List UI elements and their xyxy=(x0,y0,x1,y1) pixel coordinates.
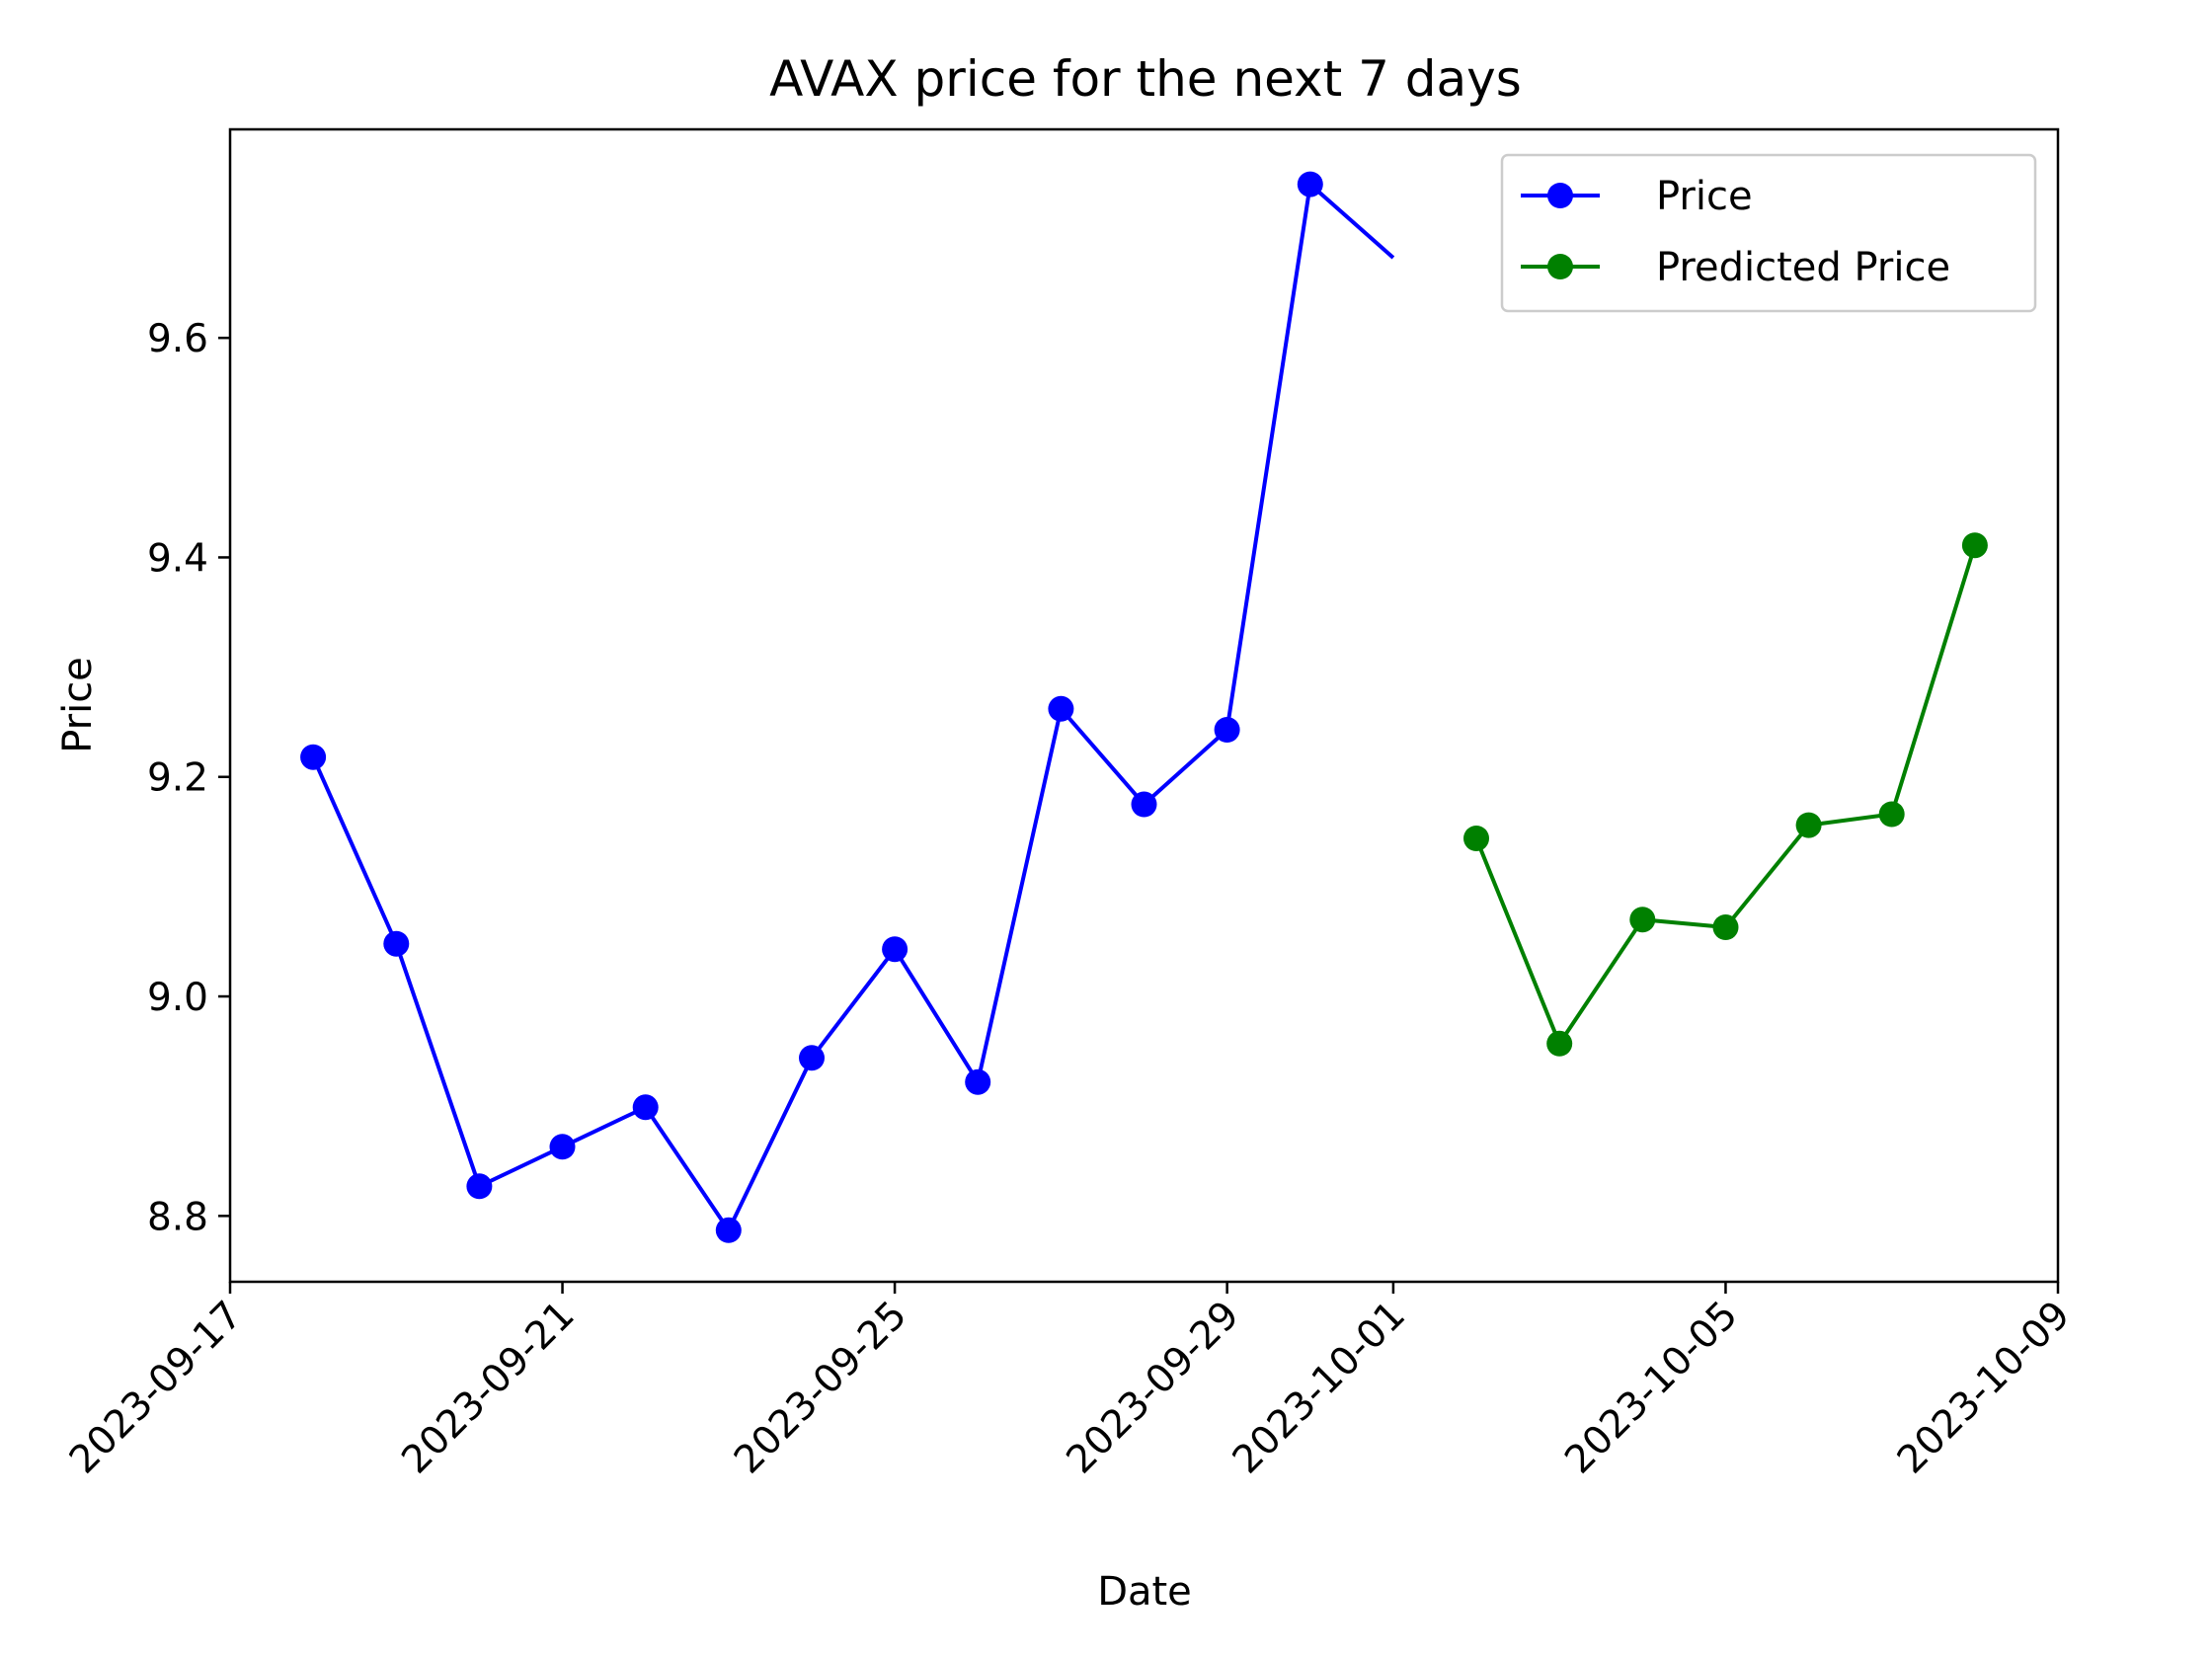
axes-frame xyxy=(228,127,2060,1284)
series-1-point-4 xyxy=(1795,812,1822,838)
series-0-point-2 xyxy=(466,1173,493,1200)
series-1-point-5 xyxy=(1878,801,1905,828)
y-tick-label-0: 8.8 xyxy=(147,1195,208,1239)
series-0-point-5 xyxy=(715,1217,742,1243)
series-0-point-8 xyxy=(965,1068,991,1095)
series-0-point-7 xyxy=(882,936,908,963)
series-0-point-10 xyxy=(1131,791,1157,818)
plot-area xyxy=(300,171,1988,1243)
series-0-point-6 xyxy=(799,1045,825,1071)
y-axis-ticks: 8.8 9.0 9.2 9.4 9.6 xyxy=(147,317,230,1239)
legend-predicted-label: Predicted Price xyxy=(1656,245,1950,290)
series-0-point-1 xyxy=(383,930,410,957)
legend-price-label: Price xyxy=(1656,174,1753,219)
series-0-point-9 xyxy=(1048,695,1074,722)
y-axis-label: Price xyxy=(55,657,101,753)
legend-price-marker-icon xyxy=(1547,183,1573,208)
y-tick-label-1: 9.0 xyxy=(147,976,208,1020)
y-tick-label-2: 9.2 xyxy=(147,756,208,801)
series-1-point-0 xyxy=(1463,826,1489,851)
series-0-point-0 xyxy=(300,744,327,770)
series-1-point-2 xyxy=(1629,907,1656,933)
legend-predicted-marker-icon xyxy=(1547,254,1573,279)
series-0-point-3 xyxy=(549,1134,576,1160)
series-1-point-6 xyxy=(1961,532,1988,559)
series-0-point-12 xyxy=(1297,171,1323,198)
legend-box xyxy=(1500,153,2037,313)
chart-title: AVAX price for the next 7 days xyxy=(769,50,1522,108)
legend: Price Predicted Price xyxy=(1500,153,2037,313)
x-axis-label: Date xyxy=(1097,1569,1192,1615)
series-0-point-11 xyxy=(1214,717,1240,743)
series-0-point-4 xyxy=(632,1094,659,1121)
y-tick-label-4: 9.6 xyxy=(147,317,208,361)
series-1-point-3 xyxy=(1712,914,1739,940)
y-tick-label-3: 9.4 xyxy=(147,536,208,581)
series-1-point-1 xyxy=(1546,1030,1573,1057)
series-0-line xyxy=(311,182,1395,1232)
